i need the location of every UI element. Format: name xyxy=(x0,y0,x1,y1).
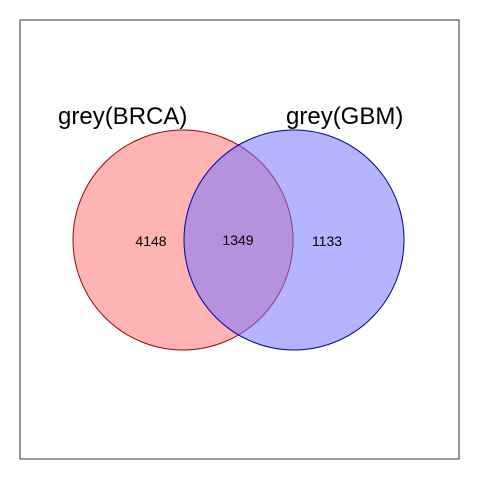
set-gbm-title: grey(GBM) xyxy=(286,103,403,130)
brca-only-count: 4148 xyxy=(135,233,166,249)
set-brca-title: grey(BRCA) xyxy=(58,103,187,130)
gbm-only-count: 1133 xyxy=(312,233,342,249)
set-gbm-circle xyxy=(183,129,405,351)
intersection-count: 1349 xyxy=(222,232,253,248)
